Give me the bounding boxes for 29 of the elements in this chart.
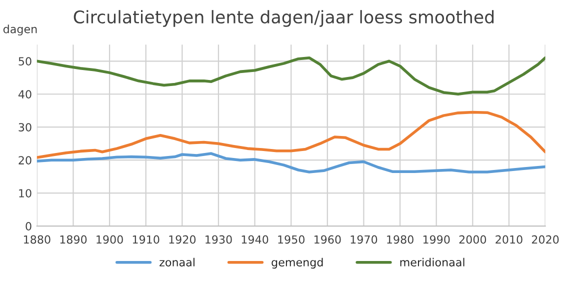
x-tick-label: 2010 bbox=[496, 235, 522, 244]
x-tick-label: 1970 bbox=[350, 235, 378, 244]
x-tick-label: 1960 bbox=[314, 235, 341, 244]
chart-title: Circulatietypen lente dagen/jaar loess smoothed bbox=[74, 10, 494, 27]
x-tick-label: 2000 bbox=[459, 235, 486, 244]
y-tick-label: 10 bbox=[19, 189, 32, 198]
y-tick-label: 30 bbox=[18, 123, 32, 132]
legend-label: zonaal bbox=[160, 258, 194, 266]
y-tick-label: 0 bbox=[26, 222, 32, 230]
y-axis-title: dagen bbox=[3, 24, 37, 36]
x-tick-label: 1950 bbox=[278, 235, 304, 244]
x-tick-label: 1880 bbox=[24, 235, 50, 244]
y-tick-label: 50 bbox=[18, 57, 32, 66]
x-tick-label: 2020 bbox=[532, 235, 559, 244]
x-tick-label: 1910 bbox=[132, 235, 160, 244]
line-series bbox=[36, 110, 546, 159]
line-series bbox=[36, 152, 546, 174]
x-tick-label: 1890 bbox=[60, 235, 87, 244]
y-tick-label: 20 bbox=[18, 156, 32, 164]
legend-label: gemengd bbox=[272, 258, 323, 269]
x-tick-label: 1920 bbox=[169, 235, 196, 244]
line-series bbox=[36, 56, 546, 96]
x-tick-label: 1930 bbox=[206, 235, 232, 244]
x-tick-label: 1980 bbox=[387, 235, 414, 244]
legend-label: meridionaal bbox=[400, 258, 464, 266]
x-tick-label: 1900 bbox=[96, 235, 123, 244]
y-tick-label: 40 bbox=[18, 90, 32, 99]
x-tick-label: 1940 bbox=[242, 235, 268, 244]
x-tick-label: 1990 bbox=[423, 235, 450, 244]
